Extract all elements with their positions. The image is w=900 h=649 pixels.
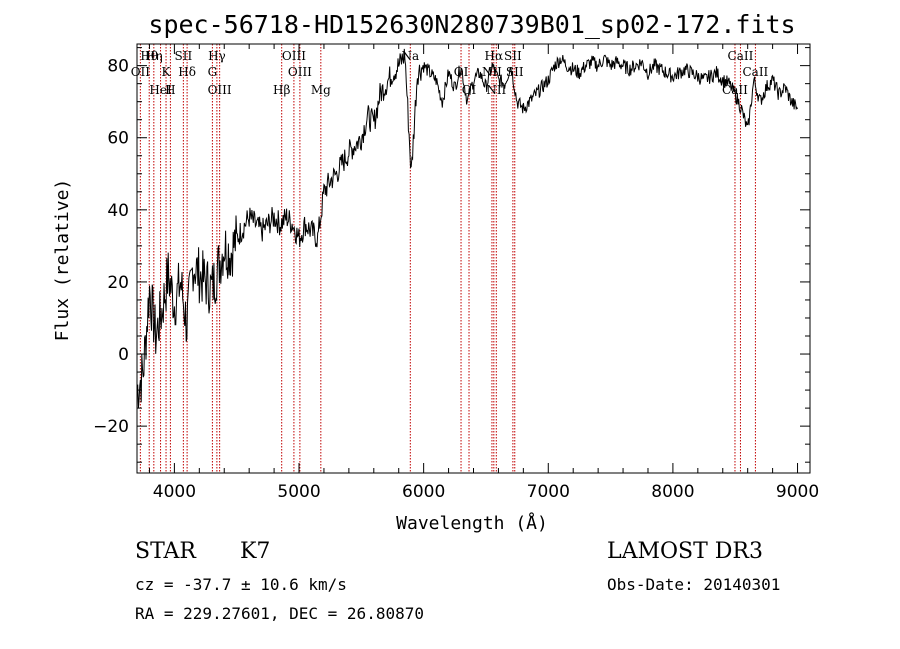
- y-tick-label: 0: [118, 345, 129, 365]
- x-tick-label: 8000: [651, 482, 694, 502]
- emission-line-label: Hθ: [140, 49, 158, 63]
- object-subclass: K7: [240, 539, 270, 564]
- y-axis-ticks: −20 0 20 40 60 80: [93, 47, 810, 463]
- emission-line-label: OII: [131, 65, 151, 79]
- x-tick-label: 4000: [153, 482, 196, 502]
- emission-line-label: OIII: [208, 83, 232, 97]
- y-tick-label: −20: [93, 417, 129, 437]
- object-type: STAR: [135, 539, 197, 564]
- emission-line-label: NII: [482, 65, 502, 79]
- coordinates: RA = 229.27601, DEC = 26.80870: [135, 604, 424, 623]
- chart-title: spec-56718-HD152630N280739B01_sp02-172.f…: [148, 10, 795, 39]
- emission-line-label: SII: [175, 49, 193, 63]
- emission-line-label: Na: [401, 49, 419, 63]
- y-tick-label: 80: [107, 57, 129, 77]
- y-axis-label: Flux (relative): [52, 179, 73, 342]
- emission-line-label: Hγ: [208, 49, 226, 63]
- y-tick-label: 40: [107, 201, 129, 221]
- emission-line-label: OIII: [282, 49, 306, 63]
- redshift-cz: cz = -37.7 ± 10.6 km/s: [135, 575, 347, 594]
- x-axis-ticks: 4000 5000 6000 7000 8000 9000: [148, 44, 819, 502]
- emission-line-label: Mg: [311, 83, 331, 97]
- observation-date: Obs-Date: 20140301: [607, 575, 780, 594]
- emission-line-label: Hβ: [273, 83, 290, 97]
- x-axis-label: Wavelength (Å): [396, 512, 548, 534]
- emission-line-label: G: [208, 65, 218, 79]
- emission-line-label: H: [165, 83, 175, 97]
- flux-series-line: [136, 48, 798, 409]
- survey-name: LAMOST DR3: [607, 539, 763, 564]
- emission-lines: [139, 44, 756, 473]
- y-tick-label: 60: [107, 129, 129, 149]
- emission-line-label: Hα: [485, 49, 504, 63]
- emission-line-label: Hη: [145, 49, 163, 63]
- emission-line-label: Hδ: [178, 65, 196, 79]
- x-tick-label: 6000: [402, 482, 445, 502]
- emission-line-label: SII: [504, 49, 522, 63]
- emission-line-label: K: [162, 65, 172, 79]
- plot-frame: [136, 43, 811, 474]
- emission-line-label: CaII: [742, 65, 768, 79]
- emission-line-label: CaII: [728, 49, 754, 63]
- emission-line-label: HeI: [149, 83, 172, 97]
- x-tick-label: 5000: [277, 482, 320, 502]
- x-tick-label: 7000: [527, 482, 570, 502]
- y-tick-label: 20: [107, 273, 129, 293]
- emission-line-label: OIII: [288, 65, 312, 79]
- x-tick-label: 9000: [776, 482, 819, 502]
